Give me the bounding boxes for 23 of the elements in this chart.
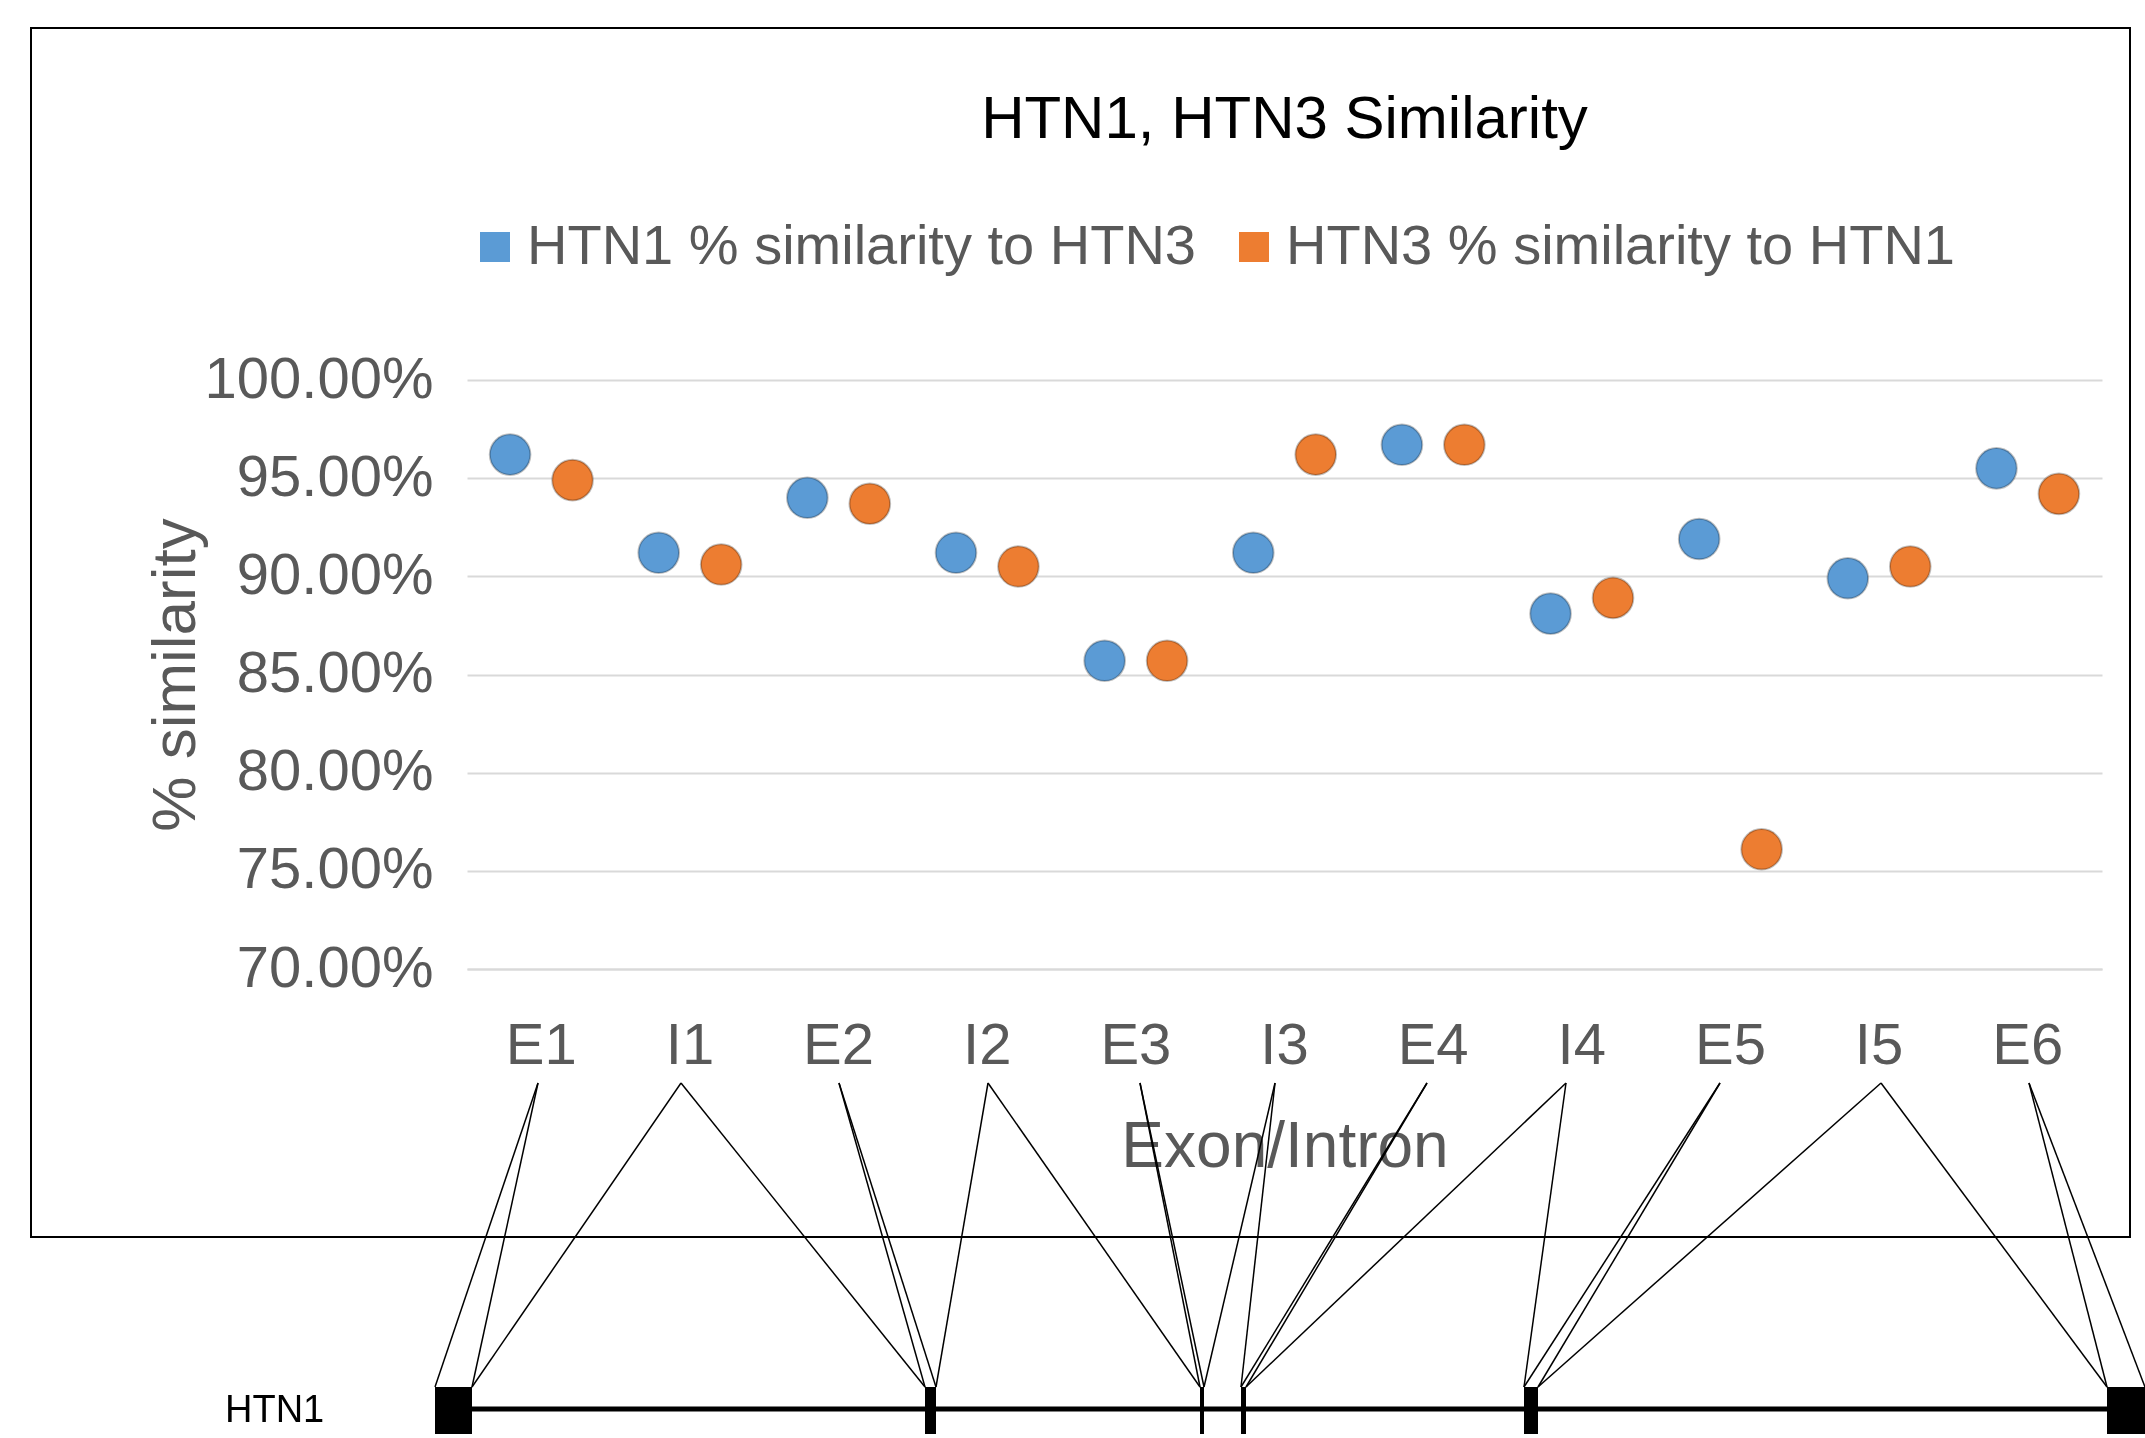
y-tick-label: 95.00% — [236, 442, 434, 508]
y-tick-label: 90.00% — [236, 540, 434, 606]
y-axis-title: % similarity — [138, 518, 208, 832]
y-tick-label: 85.00% — [236, 639, 434, 704]
x-tick-label: I1 — [665, 1010, 715, 1076]
x-tick-label: I4 — [1557, 1010, 1606, 1076]
y-tick-label: 80.00% — [236, 737, 434, 803]
y-tick-label: 70.00% — [236, 933, 434, 999]
legend-label: HTN1 % similarity to HTN3 — [527, 213, 1196, 276]
y-tick-label: 75.00% — [236, 835, 434, 901]
x-tick-label: E3 — [1100, 1010, 1172, 1076]
legend-label: HTN3 % similarity to HTN1 — [1286, 213, 1955, 276]
x-tick-label: E5 — [1694, 1010, 1766, 1076]
chart-title: HTN1, HTN3 Similarity — [981, 84, 1588, 151]
x-tick-label: I5 — [1854, 1010, 1904, 1076]
y-tick-label: 100.00% — [204, 344, 434, 410]
x-tick-label: E1 — [505, 1010, 577, 1076]
x-tick-label: I3 — [1260, 1010, 1309, 1076]
x-tick-label: E2 — [803, 1010, 875, 1076]
x-tick-label: E6 — [1992, 1010, 2064, 1076]
text: HTN1 — [225, 1388, 325, 1430]
x-tick-label: I2 — [963, 1010, 1012, 1076]
x-tick-label: E4 — [1397, 1010, 1469, 1076]
